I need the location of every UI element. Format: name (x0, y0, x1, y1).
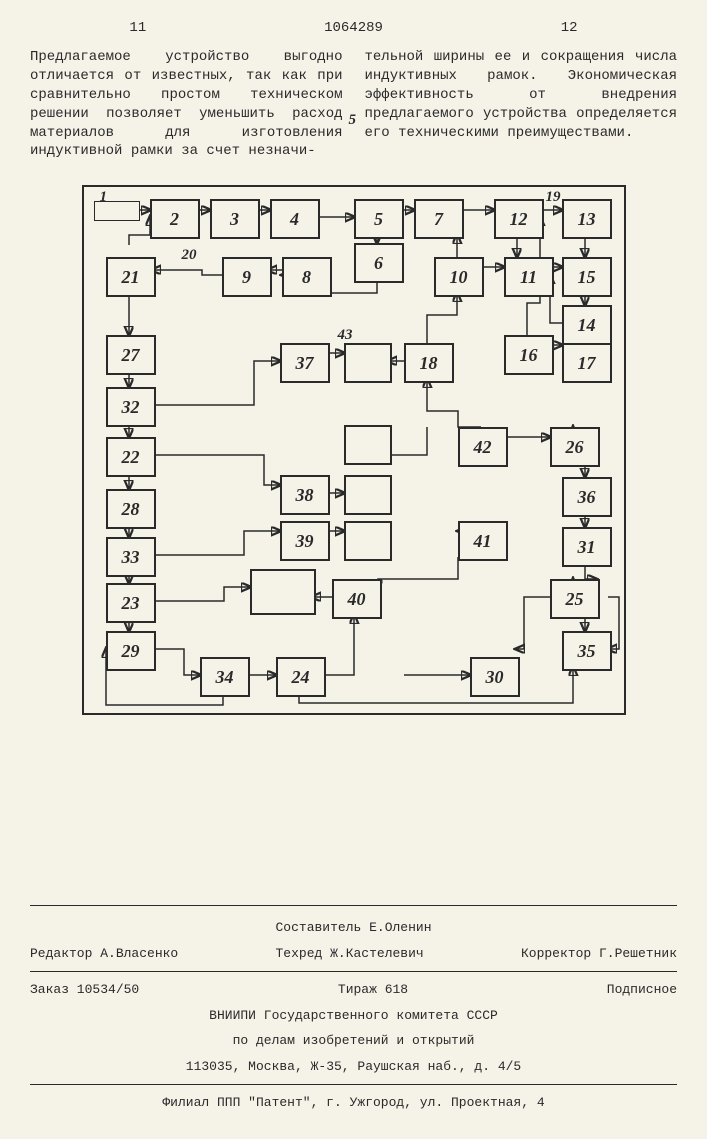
block-2: 2 (150, 199, 200, 239)
block-37: 37 (280, 343, 330, 383)
text-columns: Предлагаемое устройство выгодно отличает… (30, 48, 677, 161)
unlabeled-box-2 (344, 475, 392, 515)
footer-corrector: Корректор Г.Решетник (521, 944, 677, 964)
block-22: 22 (106, 437, 156, 477)
label-20: 20 (182, 247, 197, 264)
footer-subscription: Подписное (607, 980, 677, 1000)
block-25: 25 (550, 579, 600, 619)
page-left: 11 (30, 20, 246, 36)
unlabeled-box-4 (250, 569, 316, 615)
footer-compiler: Составитель Е.Оленин (30, 918, 677, 938)
block-23: 23 (106, 583, 156, 623)
footer-order: Заказ 10534/50 (30, 980, 139, 1000)
block-7: 7 (414, 199, 464, 239)
block-13: 13 (562, 199, 612, 239)
block-33: 33 (106, 537, 156, 577)
block-34: 34 (200, 657, 250, 697)
block-17: 17 (562, 343, 612, 383)
block-21: 21 (106, 257, 156, 297)
block-12: 12 (494, 199, 544, 239)
block-5: 5 (354, 199, 404, 239)
block-30: 30 (470, 657, 520, 697)
block-26: 26 (550, 427, 600, 467)
unlabeled-box-3 (344, 521, 392, 561)
block-40: 40 (332, 579, 382, 619)
block-15: 15 (562, 257, 612, 297)
unlabeled-box-0 (344, 343, 392, 383)
block-3: 3 (210, 199, 260, 239)
doc-number: 1064289 (246, 20, 462, 36)
block-10: 10 (434, 257, 484, 297)
block-36: 36 (562, 477, 612, 517)
label-43: 43 (338, 327, 353, 344)
footer-addr1: 113035, Москва, Ж-35, Раушская наб., д. … (30, 1057, 677, 1077)
footer-order-line: Заказ 10534/50 Тираж 618 Подписное (30, 980, 677, 1000)
unlabeled-box-1 (344, 425, 392, 465)
block-8: 8 (282, 257, 332, 297)
block-31: 31 (562, 527, 612, 567)
footer-techred: Техред Ж.Кастелевич (275, 944, 423, 964)
col-right: тельной ширины ее и сокращения числа инд… (365, 48, 678, 161)
block-18: 18 (404, 343, 454, 383)
block-29: 29 (106, 631, 156, 671)
block-39: 39 (280, 521, 330, 561)
label-19: 19 (546, 189, 561, 206)
page-right: 12 (461, 20, 677, 36)
block-6: 6 (354, 243, 404, 283)
footer-credits: Редактор А.Власенко Техред Ж.Кастелевич … (30, 944, 677, 964)
footer: Составитель Е.Оленин Редактор А.Власенко… (30, 905, 677, 1113)
margin-num: 5 (349, 110, 357, 130)
page-header: 11 1064289 12 (30, 20, 677, 36)
block-24: 24 (276, 657, 326, 697)
footer-editor: Редактор А.Власенко (30, 944, 178, 964)
block-11: 11 (504, 257, 554, 297)
block-14: 14 (562, 305, 612, 345)
footer-org2: по делам изобретений и открытий (30, 1031, 677, 1051)
block-28: 28 (106, 489, 156, 529)
footer-addr2: Филиал ППП "Патент", г. Ужгород, ул. Про… (30, 1093, 677, 1113)
block-27: 27 (106, 335, 156, 375)
col-left: Предлагаемое устройство выгодно отличает… (30, 48, 343, 161)
block-35: 35 (562, 631, 612, 671)
footer-org1: ВНИИПИ Государственного комитета СССР (30, 1006, 677, 1026)
block-16: 16 (504, 335, 554, 375)
block-32: 32 (106, 387, 156, 427)
block-4: 4 (270, 199, 320, 239)
block-42: 42 (458, 427, 508, 467)
block-41: 41 (458, 521, 508, 561)
block-9: 9 (222, 257, 272, 297)
block-38: 38 (280, 475, 330, 515)
footer-circulation: Тираж 618 (338, 980, 408, 1000)
col-right-text: тельной ширины ее и сокращения числа инд… (365, 49, 678, 141)
block-diagram: 2345712132198610111514273718161732224226… (64, 175, 644, 725)
label-1: 1 (100, 189, 108, 206)
